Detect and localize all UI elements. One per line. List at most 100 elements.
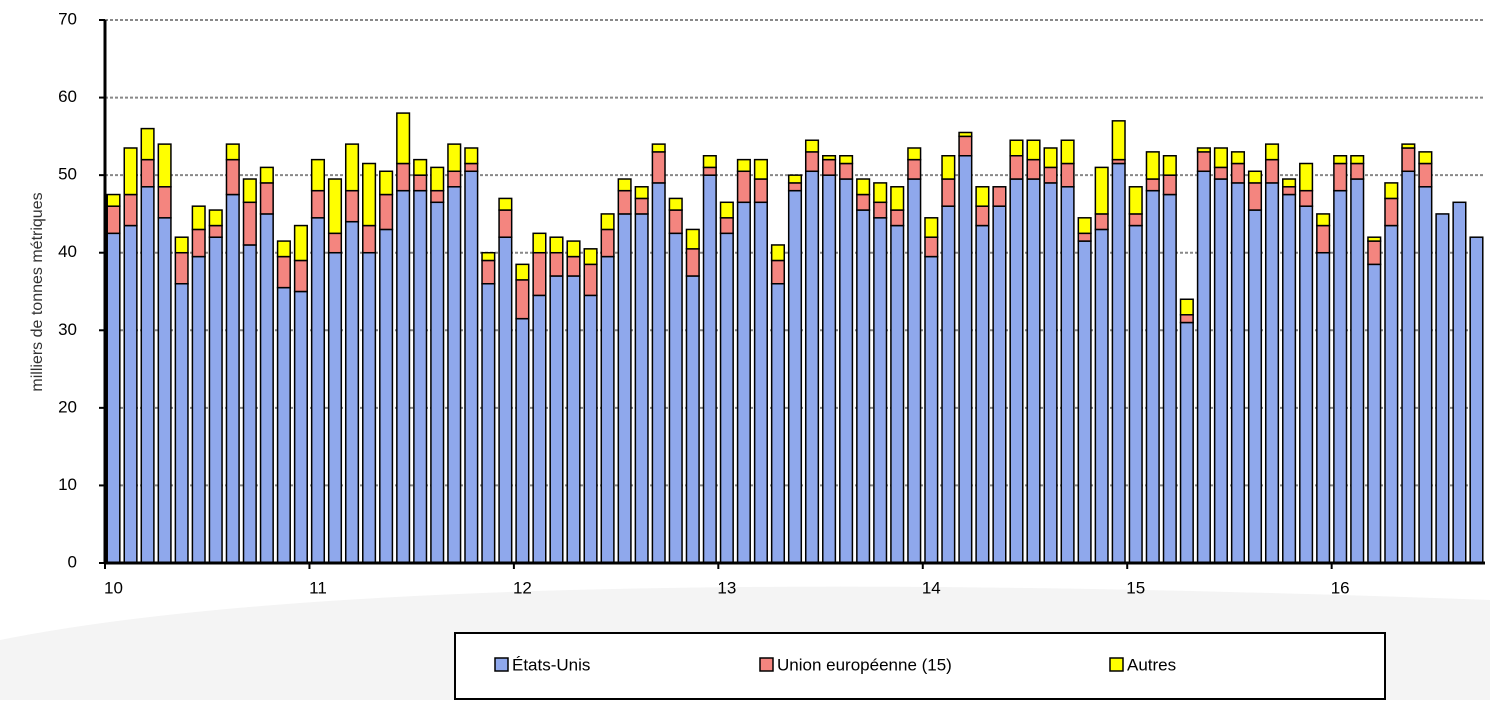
bar-segment bbox=[1230, 162, 1246, 184]
bar-segment bbox=[549, 236, 564, 254]
bar-segment bbox=[1179, 314, 1194, 324]
bar-segment bbox=[770, 259, 786, 285]
bar-segment bbox=[327, 178, 343, 235]
bar-segment bbox=[1077, 232, 1092, 242]
bar-segment bbox=[839, 155, 854, 165]
bar-segment bbox=[1230, 151, 1246, 165]
bar-segment bbox=[430, 201, 445, 564]
bar-segment bbox=[259, 166, 274, 184]
bar-segment bbox=[1401, 170, 1416, 564]
bar-segment bbox=[532, 294, 547, 564]
bar-segment bbox=[787, 189, 803, 564]
bar-segment bbox=[1094, 228, 1109, 564]
x-tick-label: 14 bbox=[922, 578, 941, 597]
bar-segment bbox=[634, 213, 649, 564]
bar-segment bbox=[668, 197, 683, 211]
bar-segment bbox=[293, 259, 308, 293]
bar-segment bbox=[634, 186, 649, 200]
bar-segment bbox=[719, 217, 734, 235]
bar-segment bbox=[1282, 186, 1297, 196]
bar-segment bbox=[1213, 178, 1228, 564]
bar-segment bbox=[651, 151, 666, 184]
bar-segment bbox=[464, 147, 479, 165]
bar-segment bbox=[804, 139, 820, 153]
bar-segment bbox=[481, 251, 496, 262]
bar-segment bbox=[1367, 236, 1382, 242]
bar-segment bbox=[447, 143, 462, 173]
bar-segment bbox=[685, 275, 700, 564]
bar-segment bbox=[617, 189, 632, 215]
bar-segment bbox=[958, 131, 973, 138]
bar-segment bbox=[1435, 213, 1450, 564]
x-tick-label: 15 bbox=[1126, 578, 1145, 597]
bar-segment bbox=[549, 251, 564, 277]
bar-segment bbox=[907, 147, 922, 161]
bar-segment bbox=[736, 158, 751, 173]
bar-segment bbox=[1333, 189, 1348, 564]
bar-segment bbox=[293, 290, 308, 564]
bar-segment bbox=[430, 189, 445, 204]
bar-segment bbox=[1230, 182, 1246, 564]
bar-segment bbox=[1350, 155, 1365, 165]
bar-segment bbox=[1111, 162, 1126, 564]
bar-segment bbox=[1043, 182, 1058, 564]
bar-segment bbox=[191, 255, 206, 564]
bar-segment bbox=[293, 224, 308, 262]
bar-segment bbox=[992, 205, 1007, 564]
bar-segment bbox=[1145, 151, 1160, 180]
bar-segment bbox=[276, 240, 291, 258]
bar-segment bbox=[1145, 189, 1160, 564]
legend-swatch bbox=[1109, 657, 1124, 672]
y-tick-label: 10 bbox=[58, 475, 77, 494]
bar-segment bbox=[668, 209, 683, 235]
bar-segment bbox=[1469, 236, 1484, 564]
bar-segment bbox=[481, 259, 496, 285]
bar-segment bbox=[856, 209, 871, 564]
bar-segment bbox=[566, 240, 581, 258]
bar-segment bbox=[191, 205, 206, 231]
bar-segment bbox=[719, 232, 734, 564]
bar-segment bbox=[276, 255, 291, 289]
legend bbox=[454, 632, 1386, 700]
bar-segment bbox=[1316, 213, 1331, 227]
bar-segment bbox=[1247, 170, 1263, 184]
bar-segment bbox=[1196, 170, 1211, 564]
bar-segment bbox=[379, 193, 394, 231]
bar-segment bbox=[464, 162, 479, 173]
bar-segment bbox=[396, 112, 411, 165]
bar-segment bbox=[362, 162, 377, 227]
bar-segment bbox=[1247, 209, 1263, 564]
bar-segment bbox=[1009, 155, 1024, 180]
bar-segment bbox=[907, 158, 922, 180]
bar-segment bbox=[804, 170, 820, 564]
bar-segment bbox=[123, 147, 138, 196]
bar-segment bbox=[753, 158, 768, 180]
bar-segment bbox=[873, 201, 888, 219]
bar-segment bbox=[600, 255, 615, 564]
bar-segment bbox=[1384, 197, 1399, 227]
bar-segment bbox=[770, 282, 786, 564]
bar-segment bbox=[447, 170, 462, 188]
bar-segment bbox=[685, 228, 700, 250]
bar-segment bbox=[362, 224, 377, 254]
bar-segment bbox=[787, 182, 803, 192]
x-tick-label: 16 bbox=[1331, 578, 1350, 597]
bar-segment bbox=[1264, 158, 1280, 184]
bar-segment bbox=[447, 186, 462, 564]
bar-segment bbox=[1384, 224, 1399, 564]
bar-segment bbox=[1026, 158, 1041, 180]
bar-segment bbox=[310, 158, 326, 192]
bar-segment bbox=[208, 236, 223, 564]
bar-segment bbox=[651, 182, 666, 564]
bar-segment bbox=[1367, 263, 1382, 564]
bar-segment bbox=[1077, 217, 1092, 235]
bar-segment bbox=[617, 213, 632, 564]
bar-segment bbox=[532, 232, 547, 254]
bar-segment bbox=[975, 205, 990, 227]
y-tick-label: 0 bbox=[68, 552, 77, 571]
bar-segment bbox=[1418, 186, 1433, 564]
legend-label: États-Unis bbox=[512, 655, 590, 674]
bar-segment bbox=[1384, 182, 1399, 200]
bar-segment bbox=[1179, 298, 1194, 316]
bar-segment bbox=[941, 205, 956, 564]
